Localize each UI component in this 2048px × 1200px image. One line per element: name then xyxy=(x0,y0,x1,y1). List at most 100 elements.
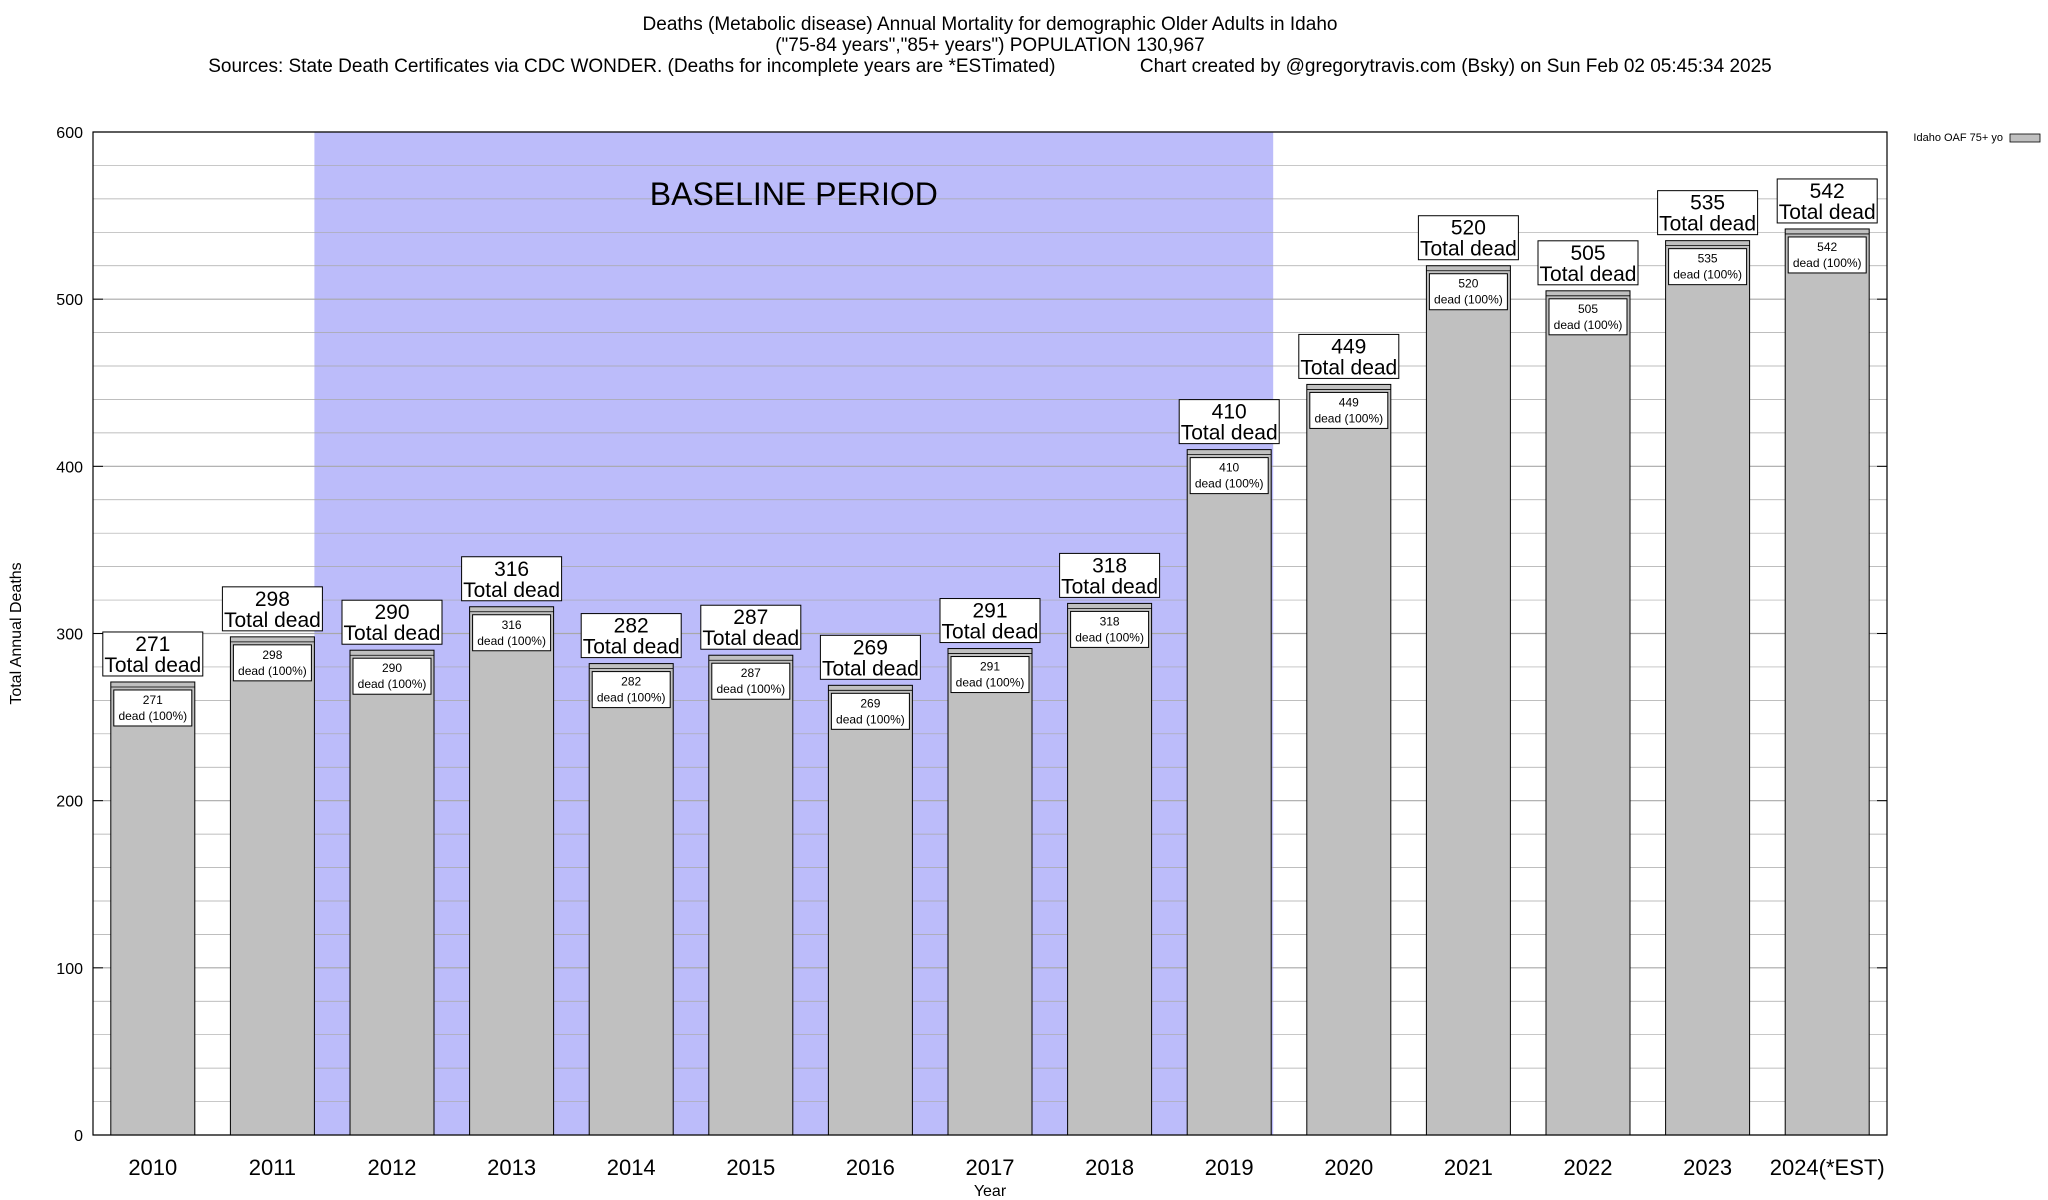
x-tick-label: 2024(*EST) xyxy=(1770,1155,1885,1180)
x-tick-label: 2012 xyxy=(368,1155,417,1180)
inner-percent-label: dead (100%) xyxy=(1195,477,1264,491)
x-tick-label: 2018 xyxy=(1085,1155,1134,1180)
inner-value-label: 535 xyxy=(1698,252,1718,266)
total-label-box xyxy=(1178,399,1280,445)
total-value-label: 282 xyxy=(614,615,649,638)
y-tick-label: 400 xyxy=(56,459,83,476)
total-dead-label: Total dead xyxy=(344,622,441,645)
inner-label-box xyxy=(1189,457,1269,495)
bar-2016 xyxy=(827,684,913,1136)
bar-2011 xyxy=(229,636,315,1136)
inner-label-box xyxy=(113,689,193,727)
chart-title-block: Deaths (Metabolic disease) Annual Mortal… xyxy=(0,14,1980,77)
inner-label-box xyxy=(1309,391,1389,429)
inner-percent-label: dead (100%) xyxy=(1554,318,1623,332)
x-tick-label: 2017 xyxy=(966,1155,1015,1180)
inner-label-box xyxy=(472,614,552,652)
total-value-label: 298 xyxy=(255,588,290,611)
inner-label-box xyxy=(1428,273,1508,311)
inner-percent-label: dead (100%) xyxy=(1434,293,1503,307)
y-tick-label: 100 xyxy=(56,961,83,978)
total-value-label: 542 xyxy=(1810,180,1845,203)
total-value-label: 520 xyxy=(1451,217,1486,240)
inner-percent-label: dead (100%) xyxy=(238,664,307,678)
total-dead-label: Total dead xyxy=(1181,422,1278,445)
y-tick-label: 300 xyxy=(56,627,83,644)
total-value-label: 271 xyxy=(135,633,170,656)
bar-2021 xyxy=(1425,265,1511,1136)
bar-2015 xyxy=(708,654,794,1136)
x-tick-label: 2011 xyxy=(249,1155,296,1180)
bar-2018 xyxy=(1067,602,1153,1136)
total-value-label: 316 xyxy=(494,558,529,581)
inner-percent-label: dead (100%) xyxy=(477,634,546,648)
total-label-box xyxy=(1059,552,1161,598)
inner-value-label: 282 xyxy=(621,675,641,689)
total-label-box xyxy=(221,586,323,632)
y-tick-label: 200 xyxy=(56,794,83,811)
total-value-label: 287 xyxy=(733,606,768,629)
inner-label-box xyxy=(1070,610,1150,648)
chart-subtitle: ("75-84 years","85+ years") POPULATION 1… xyxy=(775,35,1205,56)
total-value-label: 505 xyxy=(1570,242,1605,265)
total-dead-label: Total dead xyxy=(1061,575,1158,598)
total-value-label: 535 xyxy=(1690,192,1725,215)
legend-label: Idaho OAF 75+ yo xyxy=(1913,132,2003,144)
bar-2024(*EST) xyxy=(1784,228,1870,1136)
inner-percent-label: dead (100%) xyxy=(597,691,666,705)
inner-percent-label: dead (100%) xyxy=(1793,256,1862,270)
total-value-label: 269 xyxy=(853,636,888,659)
bar-2010 xyxy=(110,681,196,1136)
total-dead-label: Total dead xyxy=(1540,263,1637,286)
inner-percent-label: dead (100%) xyxy=(716,682,785,696)
total-label-box xyxy=(1776,178,1878,224)
inner-percent-label: dead (100%) xyxy=(836,712,905,726)
total-dead-label: Total dead xyxy=(1300,356,1397,379)
inner-label-box xyxy=(232,644,312,682)
total-label-box xyxy=(939,598,1041,644)
total-label-box xyxy=(580,613,682,659)
inner-label-box xyxy=(1548,298,1628,336)
total-label-box xyxy=(341,599,443,645)
total-label-box xyxy=(1657,190,1759,236)
inner-percent-label: dead (100%) xyxy=(1673,268,1742,282)
inner-value-label: 542 xyxy=(1817,240,1837,254)
baseline-period-label: BASELINE PERIOD xyxy=(650,176,938,212)
total-dead-label: Total dead xyxy=(822,657,919,680)
bar-2013 xyxy=(469,606,555,1136)
total-dead-label: Total dead xyxy=(702,627,799,650)
x-tick-label: 2014 xyxy=(607,1155,656,1180)
total-dead-label: Total dead xyxy=(1779,201,1876,224)
total-value-label: 318 xyxy=(1092,554,1127,577)
x-tick-label: 2020 xyxy=(1324,1155,1373,1180)
total-dead-label: Total dead xyxy=(1659,213,1756,236)
bar-2019 xyxy=(1186,449,1272,1136)
total-dead-label: Total dead xyxy=(1420,238,1517,261)
inner-percent-label: dead (100%) xyxy=(118,709,187,723)
inner-value-label: 287 xyxy=(741,666,761,680)
total-dead-label: Total dead xyxy=(463,579,560,602)
bar-2020 xyxy=(1306,383,1392,1136)
y-tick-label: 500 xyxy=(56,292,83,309)
legend-swatch xyxy=(2009,133,2041,143)
chart-title: Deaths (Metabolic disease) Annual Mortal… xyxy=(642,14,1338,35)
total-dead-label: Total dead xyxy=(942,621,1039,644)
x-tick-label: 2021 xyxy=(1444,1155,1493,1180)
x-tick-label: 2016 xyxy=(846,1155,895,1180)
x-tick-label: 2015 xyxy=(726,1155,775,1180)
x-axis-label: Year xyxy=(974,1183,1007,1200)
total-label-box xyxy=(461,556,563,602)
inner-percent-label: dead (100%) xyxy=(956,676,1025,690)
inner-percent-label: dead (100%) xyxy=(358,677,427,691)
inner-label-box xyxy=(711,662,791,700)
total-value-label: 449 xyxy=(1331,335,1366,358)
x-tick-label: 2010 xyxy=(128,1155,177,1180)
inner-value-label: 505 xyxy=(1578,302,1598,316)
inner-percent-label: dead (100%) xyxy=(1314,411,1383,425)
inner-label-box xyxy=(1787,236,1867,274)
total-value-label: 291 xyxy=(972,600,1007,623)
inner-value-label: 291 xyxy=(980,660,1000,674)
inner-label-box xyxy=(1668,248,1748,286)
inner-label-box xyxy=(950,656,1030,694)
